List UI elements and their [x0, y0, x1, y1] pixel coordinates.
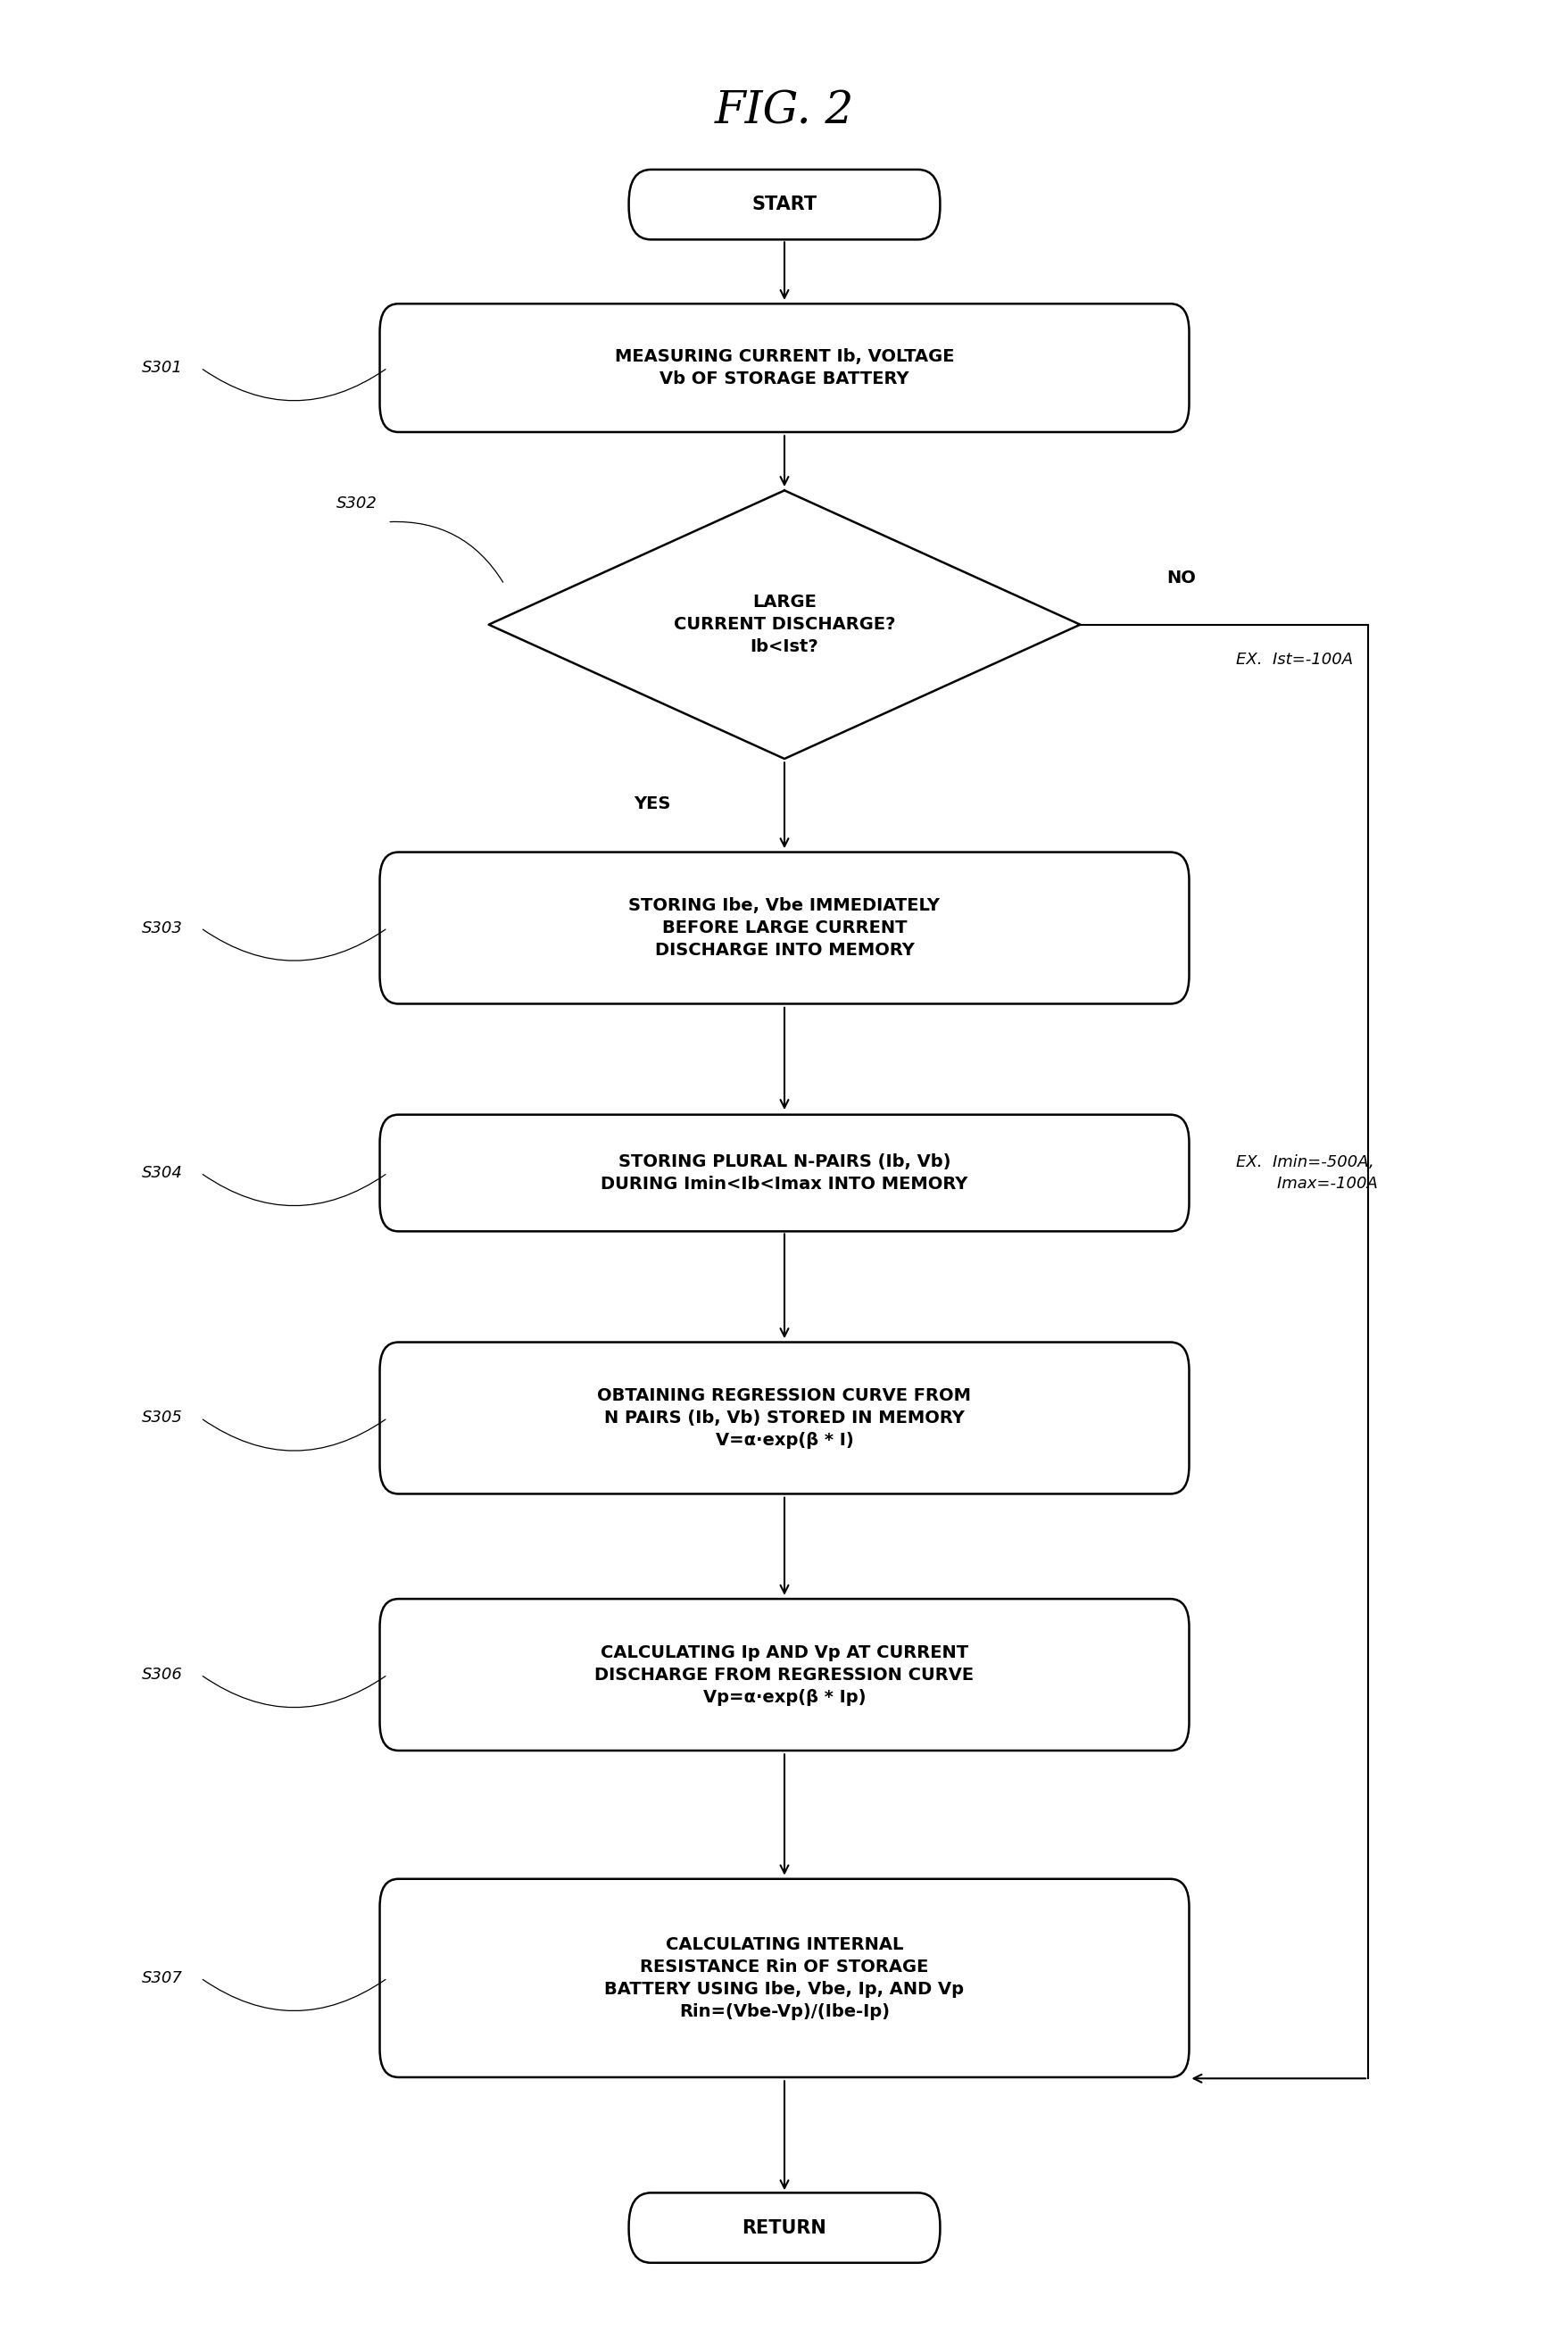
FancyBboxPatch shape	[379, 1879, 1189, 2076]
Text: CALCULATING Ip AND Vp AT CURRENT
DISCHARGE FROM REGRESSION CURVE
Vp=α·exp(β * Ip: CALCULATING Ip AND Vp AT CURRENT DISCHAR…	[594, 1645, 974, 1706]
FancyBboxPatch shape	[379, 1114, 1189, 1232]
Text: CALCULATING INTERNAL
RESISTANCE Rin OF STORAGE
BATTERY USING Ibe, Vbe, Ip, AND V: CALCULATING INTERNAL RESISTANCE Rin OF S…	[604, 1935, 964, 2020]
Polygon shape	[489, 490, 1079, 758]
Text: EX.  Imin=-500A,
        Imax=-100A: EX. Imin=-500A, Imax=-100A	[1236, 1154, 1377, 1192]
Text: S302: S302	[336, 495, 376, 511]
Text: OBTAINING REGRESSION CURVE FROM
N PAIRS (Ib, Vb) STORED IN MEMORY
V=α·exp(β * I): OBTAINING REGRESSION CURVE FROM N PAIRS …	[597, 1386, 971, 1450]
Text: MEASURING CURRENT Ib, VOLTAGE
Vb OF STORAGE BATTERY: MEASURING CURRENT Ib, VOLTAGE Vb OF STOR…	[615, 347, 953, 387]
Text: RETURN: RETURN	[742, 2219, 826, 2236]
Text: S305: S305	[141, 1410, 182, 1426]
FancyBboxPatch shape	[379, 1342, 1189, 1494]
Text: S306: S306	[141, 1666, 182, 1682]
Text: S301: S301	[141, 359, 182, 375]
Text: EX.  Ist=-100A: EX. Ist=-100A	[1236, 652, 1352, 669]
Text: YES: YES	[633, 795, 670, 812]
Text: S303: S303	[141, 920, 182, 936]
FancyBboxPatch shape	[629, 2194, 939, 2264]
Text: FIG. 2: FIG. 2	[715, 89, 853, 134]
Text: STORING PLURAL N-PAIRS (Ib, Vb)
DURING Imin<Ib<Imax INTO MEMORY: STORING PLURAL N-PAIRS (Ib, Vb) DURING I…	[601, 1154, 967, 1192]
FancyBboxPatch shape	[379, 852, 1189, 1004]
Text: STORING Ibe, Vbe IMMEDIATELY
BEFORE LARGE CURRENT
DISCHARGE INTO MEMORY: STORING Ibe, Vbe IMMEDIATELY BEFORE LARG…	[629, 896, 939, 960]
FancyBboxPatch shape	[379, 1600, 1189, 1750]
Text: NO: NO	[1167, 570, 1195, 586]
FancyBboxPatch shape	[379, 303, 1189, 432]
FancyBboxPatch shape	[629, 169, 939, 239]
Text: START: START	[751, 195, 817, 213]
Text: S307: S307	[141, 1971, 182, 1987]
Text: LARGE
CURRENT DISCHARGE?
Ib<Ist?: LARGE CURRENT DISCHARGE? Ib<Ist?	[673, 594, 895, 655]
Text: S304: S304	[141, 1166, 182, 1180]
